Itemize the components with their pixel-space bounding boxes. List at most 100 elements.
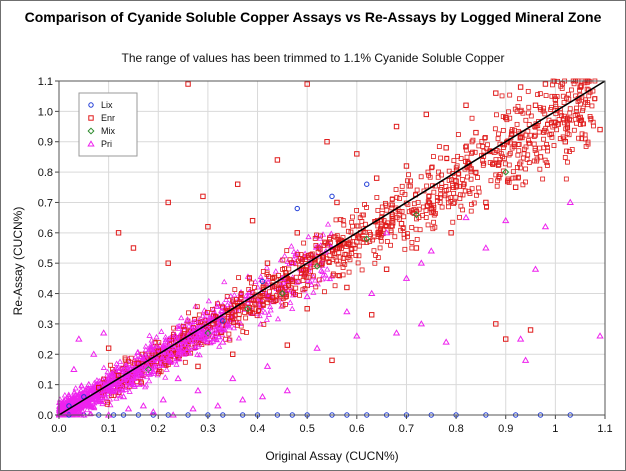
enr-cloud-point — [564, 118, 570, 124]
enr-cloud-point — [397, 196, 402, 201]
pri-cloud-point — [304, 277, 311, 283]
pri-cloud-point — [185, 322, 193, 329]
enr-cloud-point — [295, 251, 301, 257]
pri-cloud-point — [165, 335, 172, 342]
pri-cloud-point — [203, 338, 210, 344]
pri-cloud-point — [150, 363, 157, 369]
enr-cloud-point — [557, 136, 563, 142]
enr-cloud-point — [465, 174, 470, 180]
enr-cloud-point — [297, 292, 303, 298]
enr-cloud-point — [335, 272, 341, 278]
enr-cloud-point — [240, 329, 246, 335]
pri-point — [85, 380, 93, 388]
enr-cloud-point — [122, 357, 128, 363]
pri-cloud-point — [175, 351, 182, 357]
y-tick-label: 0.0 — [38, 410, 53, 422]
pri-cloud-point — [109, 370, 116, 376]
enr-cloud-point — [300, 263, 306, 269]
enr-cloud-point — [446, 177, 452, 183]
enr-cloud-point — [233, 319, 239, 325]
x-tick-label: 0.6 — [349, 423, 364, 435]
enr-cloud-point — [526, 140, 532, 146]
enr-cloud-point — [406, 172, 411, 178]
enr-cloud-point — [438, 155, 444, 161]
enr-point — [423, 111, 430, 118]
enr-point — [542, 81, 549, 87]
pri-point — [283, 386, 291, 394]
enr-point — [493, 90, 499, 96]
pri-cloud-point — [137, 380, 144, 386]
enr-cloud-point — [576, 97, 582, 103]
enr-cloud-point — [280, 257, 286, 263]
enr-cloud-point — [313, 243, 319, 248]
enr-point — [373, 175, 380, 181]
enr-cloud-point — [497, 157, 503, 163]
enr-cloud-point — [504, 179, 510, 185]
enr-cloud-point — [549, 120, 554, 125]
enr-cloud-point — [556, 117, 562, 122]
pri-point — [442, 338, 450, 345]
pri-point — [417, 320, 426, 327]
enr-cloud-point — [291, 290, 296, 296]
enr-cloud-point — [523, 117, 529, 123]
enr-cloud-point — [171, 325, 177, 331]
enr-cloud-point — [429, 164, 435, 170]
enr-point — [165, 260, 171, 266]
pri-cloud-point — [308, 281, 315, 287]
enr-cloud-point — [591, 123, 596, 129]
enr-point — [234, 181, 241, 187]
pri-cloud-point — [142, 352, 149, 358]
enr-cloud-point — [528, 132, 534, 138]
mix-point — [244, 305, 252, 313]
pri-cloud-point — [138, 353, 145, 359]
enr-cloud-point — [262, 282, 268, 288]
enr-cloud-point — [442, 193, 448, 199]
enr-cloud-point — [398, 227, 404, 233]
pri-cloud-point — [199, 312, 206, 319]
enr-cloud-point — [379, 218, 385, 224]
enr-point — [274, 157, 281, 163]
enr-cloud-point — [305, 274, 311, 280]
pri-cloud-point — [224, 301, 231, 308]
pri-cloud-point — [292, 252, 299, 258]
enr-point — [403, 163, 410, 169]
pri-point — [159, 396, 167, 403]
pri-cloud-point — [114, 385, 122, 391]
enr-cloud-point — [388, 242, 393, 248]
enr-cloud-point — [427, 174, 433, 180]
pri-point — [263, 362, 272, 369]
y-tick-label: 0.2 — [38, 349, 53, 361]
pri-point — [65, 392, 73, 400]
pri-cloud-point — [288, 243, 295, 249]
pri-cloud-point — [219, 308, 226, 314]
pri-cloud-point — [90, 393, 97, 400]
enr-cloud-point — [500, 154, 505, 160]
enr-cloud-point — [532, 124, 538, 130]
pri-cloud-point — [194, 334, 201, 341]
pri-cloud-point — [113, 364, 120, 370]
pri-cloud-point — [113, 395, 120, 401]
enr-cloud-point — [196, 312, 202, 318]
enr-cloud-point — [402, 246, 408, 252]
enr-cloud-point — [526, 110, 531, 116]
enr-cloud-point — [573, 120, 579, 126]
enr-cloud-point — [585, 139, 591, 145]
enr-point — [413, 245, 420, 251]
enr-cloud-point — [316, 277, 322, 283]
pri-cloud-point — [100, 380, 107, 387]
enr-cloud-point — [243, 315, 249, 321]
enr-point — [597, 126, 603, 133]
pri-cloud-point — [94, 391, 102, 397]
enr-cloud-point — [196, 320, 201, 325]
enr-cloud-point — [370, 237, 375, 243]
pri-cloud-point — [186, 350, 193, 356]
pri-cloud-point — [120, 368, 127, 375]
pri-cloud-point — [324, 221, 332, 227]
enr-cloud-point — [549, 134, 555, 140]
enr-cloud-point — [566, 96, 572, 102]
enr-cloud-point — [267, 289, 272, 295]
enr-cloud-point — [470, 137, 476, 143]
enr-cloud-point — [362, 221, 368, 227]
enr-cloud-point — [541, 136, 546, 142]
pri-cloud-point — [278, 303, 285, 309]
